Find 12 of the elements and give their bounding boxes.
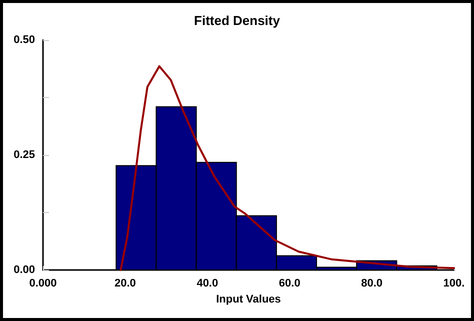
- x-tick-label: 20.0: [114, 278, 136, 290]
- y-tick-label: 0.00: [14, 264, 35, 276]
- x-axis-title: Input Values: [216, 293, 281, 306]
- x-tick-label: 40.0: [196, 278, 218, 290]
- y-tick-label: 0.50: [14, 34, 35, 46]
- y-tick-label: 0.25: [14, 149, 35, 161]
- x-tick-label: 80.0: [361, 278, 383, 290]
- x-tick-label: 60.0: [278, 278, 300, 290]
- line-series: [120, 65, 455, 271]
- chart-title: Fitted Density: [194, 13, 281, 28]
- x-tick-label: 0.000: [29, 278, 57, 290]
- x-tick-label: 100.: [443, 278, 465, 290]
